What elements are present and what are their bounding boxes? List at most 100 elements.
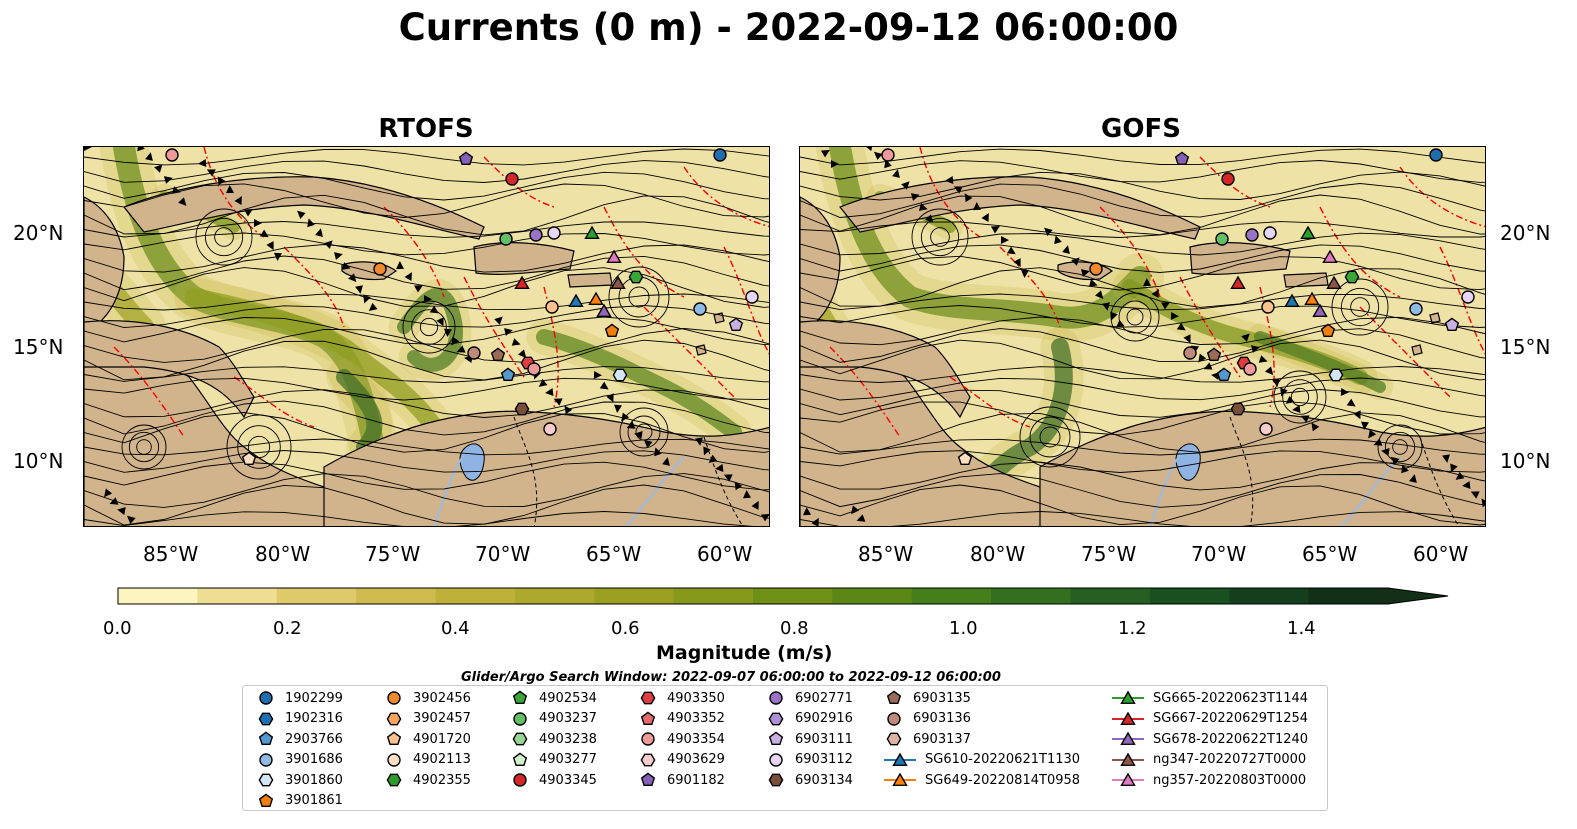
legend-label: 3901686 [285, 752, 343, 767]
legend-item: ng347-20220727T0000 [1111, 750, 1306, 770]
legend-item: 6901182 [637, 770, 725, 790]
float-marker [588, 291, 604, 306]
float-marker [881, 148, 895, 162]
float-marker [1230, 275, 1246, 290]
colorbar-segment [1308, 588, 1389, 604]
float-marker [1320, 323, 1336, 338]
legend-item: 3902457 [383, 709, 471, 729]
legend-marker-icon [886, 690, 902, 705]
legend-marker-icon [386, 731, 402, 746]
lon-label-gofs: 80°W [970, 542, 1026, 566]
colorbar-segment [673, 588, 754, 604]
float-marker [1230, 402, 1246, 416]
legend-marker-icon [387, 752, 401, 767]
legend-label: 4903277 [539, 752, 597, 767]
float-marker [957, 451, 973, 465]
colorbar-label: Magnitude (m/s) [656, 642, 833, 664]
float-marker [728, 317, 744, 332]
colorbar-segment [435, 588, 516, 604]
legend-label: 4903629 [667, 752, 725, 767]
float-marker [1206, 347, 1222, 362]
legend-marker-icon [1112, 731, 1144, 746]
legend-item: 4903237 [509, 709, 597, 729]
legend-label: 3901861 [285, 793, 343, 808]
legend-item: 6903112 [765, 750, 853, 770]
legend-item: 4902355 [383, 770, 471, 790]
float-marker [545, 300, 559, 314]
legend-marker-icon [258, 731, 274, 746]
legend-item: 4903238 [509, 729, 597, 749]
float-marker [1328, 368, 1344, 382]
colorbar-tick-label: 0.0 [103, 618, 132, 639]
float-marker [596, 303, 612, 318]
colorbar-segment [1229, 588, 1310, 604]
legend-item: 1902316 [255, 709, 343, 729]
map-panel-rtofs [83, 146, 770, 527]
lon-label-rtofs: 65°W [586, 542, 642, 566]
float-marker [1216, 367, 1232, 382]
legend-label: 6902916 [795, 711, 853, 726]
legend-marker-icon [259, 691, 273, 705]
colorbar-extend-arrow [1388, 588, 1448, 604]
float-marker [606, 249, 622, 264]
float-marker [1444, 317, 1460, 332]
legend-marker-icon [884, 772, 916, 787]
float-marker [745, 290, 759, 304]
legend-item: 4903277 [509, 750, 597, 770]
colorbar-outline [117, 587, 1449, 605]
legend-item: 3901861 [255, 791, 343, 811]
legend-item: 4902113 [383, 750, 471, 770]
float-marker [514, 402, 530, 416]
legend-item: SG649-20220814T0958 [883, 770, 1080, 790]
legend-marker-icon [258, 773, 274, 787]
legend-marker-icon [887, 711, 901, 726]
legend-label: 4903350 [667, 690, 725, 706]
colorbar [117, 587, 1449, 605]
colorbar-segment [514, 588, 595, 604]
float-marker [527, 362, 541, 376]
legend-item: SG610-20220621T1130 [883, 750, 1080, 770]
lon-label-gofs: 65°W [1302, 542, 1358, 566]
legend-marker-icon [1112, 711, 1144, 725]
legend-item: 3902456 [383, 688, 471, 708]
float-marker [1409, 302, 1423, 316]
lon-label-rtofs: 80°W [255, 542, 311, 566]
float-marker [1344, 270, 1360, 284]
legend-label: SG649-20220814T0958 [925, 772, 1081, 788]
legend-item: 3901686 [255, 750, 343, 770]
legend-label: 1902316 [285, 711, 343, 726]
float-marker [1243, 362, 1257, 376]
legend-marker-icon [768, 731, 784, 746]
legend-item: ng357-20220803T0000 [1111, 770, 1306, 790]
float-marker [547, 226, 561, 240]
float-marker [499, 232, 513, 246]
legend-label: SG610-20220621T1130 [925, 752, 1081, 767]
float-marker [1322, 249, 1338, 264]
legend-marker-icon [259, 752, 273, 767]
legend-label: 6903135 [913, 690, 971, 706]
float-marker [693, 302, 707, 316]
legend-marker-icon [769, 752, 783, 767]
float-marker [1183, 346, 1197, 360]
legend-item: 4901720 [383, 729, 471, 749]
lon-label-rtofs: 85°W [143, 542, 199, 566]
legend-item: 4903354 [637, 729, 725, 749]
legend-item: 6903136 [883, 709, 971, 729]
legend-marker-icon [640, 691, 656, 705]
legend-marker-icon [512, 752, 528, 766]
legend-marker-icon [1112, 752, 1144, 766]
colorbar-segment [197, 588, 278, 604]
float-marker [1089, 262, 1103, 276]
float-marker [500, 367, 516, 382]
colorbar-segment [276, 588, 357, 604]
legend-title: Glider/Argo Search Window: 2022-09-07 06… [461, 670, 1001, 685]
legend-label: 3902456 [413, 690, 471, 706]
float-marker [458, 151, 474, 165]
legend-marker-icon [768, 712, 784, 725]
float-marker [1300, 225, 1316, 240]
lon-label-gofs: 60°W [1413, 542, 1469, 566]
float-marker [1215, 232, 1229, 246]
legend-marker-icon [768, 773, 784, 787]
legend-marker-icon [512, 732, 528, 746]
legend-label: 1902299 [285, 690, 343, 706]
